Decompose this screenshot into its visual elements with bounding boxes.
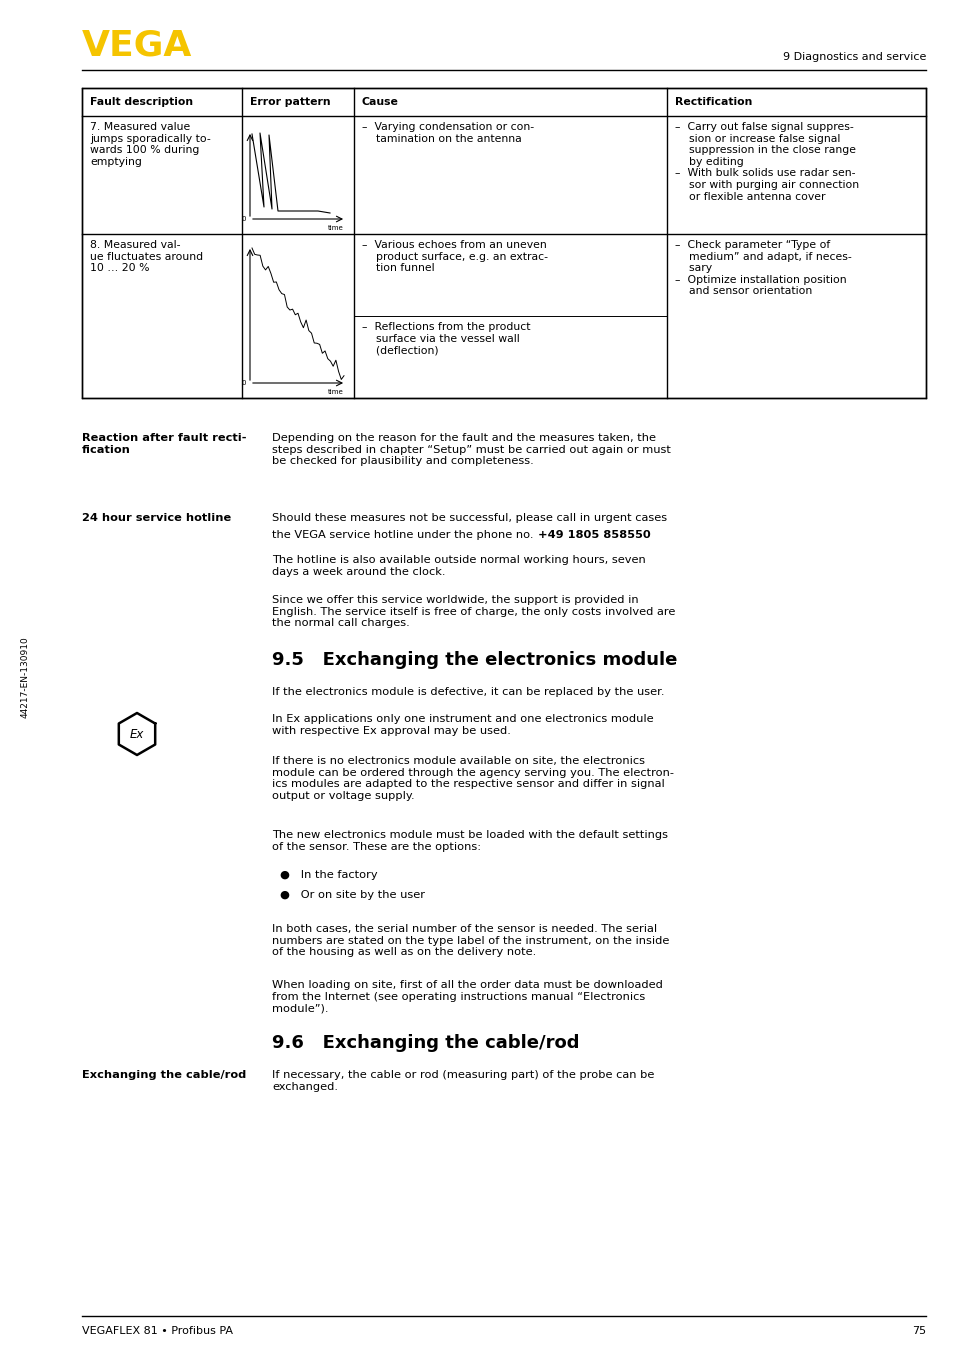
Text: time: time bbox=[328, 225, 344, 232]
Text: –  Various echoes from an uneven
    product surface, e.g. an extrac-
    tion f: – Various echoes from an uneven product … bbox=[361, 240, 547, 274]
Text: –  Carry out false signal suppres-
    sion or increase false signal
    suppres: – Carry out false signal suppres- sion o… bbox=[675, 122, 859, 202]
Text: When loading on site, first of all the order data must be downloaded
from the In: When loading on site, first of all the o… bbox=[272, 980, 662, 1013]
Text: 9 Diagnostics and service: 9 Diagnostics and service bbox=[781, 51, 925, 62]
Text: Should these measures not be successful, please call in urgent cases: Should these measures not be successful,… bbox=[272, 513, 666, 523]
Text: Depending on the reason for the fault and the measures taken, the
steps describe: Depending on the reason for the fault an… bbox=[272, 433, 670, 466]
Text: –  Varying condensation or con-
    tamination on the antenna: – Varying condensation or con- taminatio… bbox=[361, 122, 534, 144]
Text: VEGA: VEGA bbox=[82, 28, 193, 62]
Text: 9.5   Exchanging the electronics module: 9.5 Exchanging the electronics module bbox=[272, 651, 677, 669]
Text: 7. Measured value
jumps sporadically to-
wards 100 % during
emptying: 7. Measured value jumps sporadically to-… bbox=[90, 122, 211, 167]
Text: Since we offer this service worldwide, the support is provided in
English. The s: Since we offer this service worldwide, t… bbox=[272, 594, 675, 628]
Text: The hotline is also available outside normal working hours, seven
days a week ar: The hotline is also available outside no… bbox=[272, 555, 645, 577]
Text: The new electronics module must be loaded with the default settings
of the senso: The new electronics module must be loade… bbox=[272, 830, 667, 852]
Text: 0: 0 bbox=[241, 380, 246, 386]
Text: Rectification: Rectification bbox=[675, 97, 752, 107]
Text: Exchanging the cable/rod: Exchanging the cable/rod bbox=[82, 1070, 246, 1080]
Text: If there is no electronics module available on site, the electronics
module can : If there is no electronics module availa… bbox=[272, 756, 673, 800]
Text: 75: 75 bbox=[911, 1326, 925, 1336]
Text: time: time bbox=[328, 389, 344, 395]
Text: the VEGA service hotline under the phone no.: the VEGA service hotline under the phone… bbox=[272, 531, 537, 540]
Text: VEGAFLEX 81 • Profibus PA: VEGAFLEX 81 • Profibus PA bbox=[82, 1326, 233, 1336]
Text: Error pattern: Error pattern bbox=[250, 97, 331, 107]
Text: 44217-EN-130910: 44217-EN-130910 bbox=[20, 636, 30, 718]
Text: 9.6   Exchanging the cable/rod: 9.6 Exchanging the cable/rod bbox=[272, 1034, 578, 1052]
Bar bbox=[82, 88, 925, 398]
Text: In both cases, the serial number of the sensor is needed. The serial
numbers are: In both cases, the serial number of the … bbox=[272, 923, 669, 957]
Text: .: . bbox=[627, 531, 630, 540]
Text: +49 1805 858550: +49 1805 858550 bbox=[537, 531, 651, 540]
Text: In Ex applications only one instrument and one electronics module
with respectiv: In Ex applications only one instrument a… bbox=[272, 714, 653, 735]
Text: If necessary, the cable or rod (measuring part) of the probe can be
exchanged.: If necessary, the cable or rod (measurin… bbox=[272, 1070, 654, 1091]
Text: 24 hour service hotline: 24 hour service hotline bbox=[82, 513, 231, 523]
Text: Ex: Ex bbox=[130, 727, 144, 741]
Text: ●   Or on site by the user: ● Or on site by the user bbox=[280, 890, 424, 900]
Text: Reaction after fault recti-
fication: Reaction after fault recti- fication bbox=[82, 433, 246, 455]
Text: ●   In the factory: ● In the factory bbox=[280, 871, 377, 880]
Text: –  Reflections from the product
    surface via the vessel wall
    (deflection): – Reflections from the product surface v… bbox=[361, 322, 530, 355]
Text: Fault description: Fault description bbox=[90, 97, 193, 107]
Text: Cause: Cause bbox=[361, 97, 398, 107]
Text: 8. Measured val-
ue fluctuates around
10 … 20 %: 8. Measured val- ue fluctuates around 10… bbox=[90, 240, 203, 274]
Text: If the electronics module is defective, it can be replaced by the user.: If the electronics module is defective, … bbox=[272, 686, 664, 697]
Text: 0: 0 bbox=[241, 217, 246, 222]
Text: –  Check parameter “Type of
    medium” and adapt, if neces-
    sary
–  Optimiz: – Check parameter “Type of medium” and a… bbox=[675, 240, 851, 297]
